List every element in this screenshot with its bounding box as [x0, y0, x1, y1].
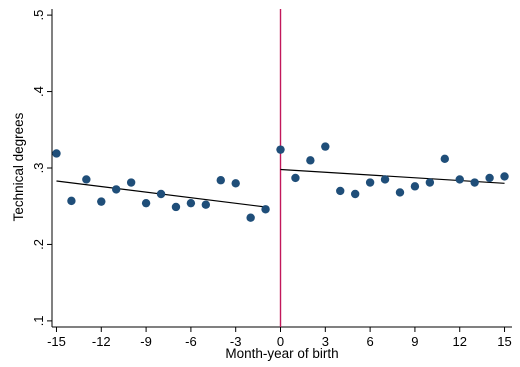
data-point [141, 198, 151, 208]
data-point [246, 213, 255, 222]
data-point [500, 172, 509, 181]
data-point [365, 178, 375, 187]
data-point [201, 200, 211, 209]
data-point [380, 175, 390, 184]
axes: -15 -12 -9 -6 -3 0 3 6 9 12 15 .1 .2 .3 .4 .5 [31, 9, 512, 349]
x-tick-label: 0 [277, 334, 284, 349]
data-point [350, 189, 360, 199]
data-point [291, 173, 300, 183]
fit-line [280, 168, 505, 184]
data-point [186, 198, 196, 208]
data-point [156, 189, 166, 199]
x-tick-label: -15 [47, 334, 66, 349]
y-tick-label: .1 [31, 315, 46, 326]
data-point [112, 185, 121, 194]
x-tick-label: -6 [185, 334, 197, 349]
data-point [336, 186, 345, 196]
y-tick-label: .3 [31, 163, 46, 174]
x-tick-label: -3 [230, 334, 242, 349]
x-tick-label: 12 [452, 334, 466, 349]
x-tick-label: 9 [411, 334, 418, 349]
data-point [67, 196, 76, 206]
data-point [261, 205, 270, 214]
y-tick-label: .2 [31, 239, 46, 250]
data-point [395, 188, 405, 197]
x-tick-label: 3 [322, 334, 329, 349]
data-point [82, 175, 91, 184]
y-tick-label: .4 [31, 86, 46, 97]
data-point [455, 175, 464, 184]
x-tick-label: -9 [140, 334, 152, 349]
data-point [97, 197, 106, 206]
y-axis-label: Technical degrees [11, 112, 26, 221]
data-point [171, 202, 181, 212]
x-axis-label: Month-year of birth [225, 346, 338, 361]
data-point [216, 176, 225, 185]
x-tick-label: -12 [92, 334, 111, 349]
data-point [440, 154, 449, 164]
y-tick-label: .5 [31, 10, 46, 21]
data-point [306, 156, 315, 165]
x-tick-label: 15 [497, 334, 511, 349]
data-point [126, 178, 136, 187]
data-point [231, 179, 240, 188]
data-points [52, 142, 509, 222]
x-tick-label: 6 [366, 334, 373, 349]
data-point [321, 142, 330, 151]
data-point [485, 173, 494, 183]
data-point [425, 178, 435, 187]
data-point [52, 149, 61, 158]
data-point [410, 182, 420, 191]
data-point [276, 145, 285, 154]
data-point [470, 178, 479, 187]
